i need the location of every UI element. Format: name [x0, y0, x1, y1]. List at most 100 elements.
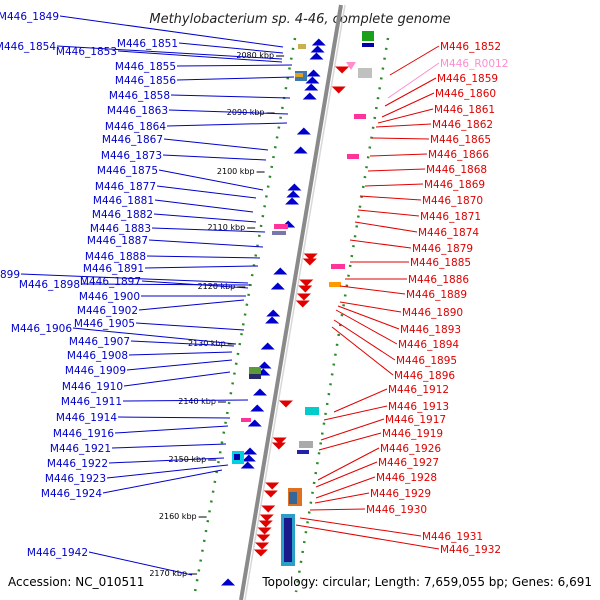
forward-gene-label[interactable]: M446_1853 [56, 46, 117, 58]
gene-feature-box [297, 450, 309, 454]
reverse-gene-label[interactable]: M446_1927 [378, 457, 439, 469]
reverse-gene-label[interactable]: M446_1895 [396, 355, 457, 367]
forward-gene-label[interactable]: M446_1891 [83, 263, 144, 275]
forward-gene-label[interactable]: M446_1863 [107, 105, 168, 117]
gene-feature-box [249, 367, 261, 375]
label-connectors [20, 15, 440, 576]
forward-gene-label[interactable]: M446_1882 [92, 209, 153, 221]
forward-gene-label[interactable]: M446_1867 [102, 134, 163, 146]
forward-gene-label[interactable]: M446_1922 [47, 458, 108, 470]
forward-gene-label[interactable]: M446_1851 [117, 38, 178, 50]
reverse-gene-label[interactable]: M446_1929 [370, 488, 431, 500]
forward-gene-label[interactable]: M446_1855 [115, 61, 176, 73]
reverse-gene-label[interactable]: M446_1852 [440, 41, 501, 53]
reverse-gene-label[interactable]: M446_1866 [428, 149, 489, 161]
reverse-gene-label[interactable]: M446_1865 [430, 134, 491, 146]
reverse-gene-label[interactable]: M446_1874 [418, 227, 479, 239]
reverse-gene-label[interactable]: M446_1894 [398, 339, 459, 351]
forward-gene-label[interactable]: M446_1923 [45, 473, 106, 485]
reverse-gene-label[interactable]: M446_1859 [437, 73, 498, 85]
reverse-gene-label[interactable]: M446_1869 [424, 179, 485, 191]
reverse-gene-label[interactable]: M446_1868 [426, 164, 487, 176]
forward-gene-label[interactable]: M446_1881 [93, 195, 154, 207]
gene-feature-box [305, 407, 319, 415]
forward-gene-label[interactable]: M446_1873 [101, 150, 162, 162]
forward-gene-label[interactable]: M446_1906 [11, 323, 72, 335]
reverse-gene-label[interactable]: M446_1896 [394, 370, 455, 382]
rna-gene-label[interactable]: M446_R0012 [440, 58, 508, 70]
forward-gene-label[interactable]: M446_1883 [90, 223, 151, 235]
forward-gene-label[interactable]: M446_1856 [115, 75, 176, 87]
reverse-gene-arrow [298, 285, 313, 293]
reverse-gene-label[interactable]: M446_1890 [402, 307, 463, 319]
forward-gene-label[interactable]: M446_1914 [56, 412, 117, 424]
reverse-label-connector [318, 432, 382, 451]
forward-strand-labels: M446_1849 M446_1851 M446_1854 M446_1853 M446… [0, 11, 178, 559]
forward-gene-label[interactable]: M446_1911 [61, 396, 122, 408]
forward-gene-label[interactable]: M446_1907 [69, 336, 130, 348]
reverse-gene-label[interactable]: M446_1871 [420, 211, 481, 223]
forward-gene-label[interactable]: M446_1898 [19, 279, 80, 291]
reverse-gene-label[interactable]: M446_1930 [366, 504, 427, 516]
forward-gene-label[interactable]: M446_1910 [62, 381, 123, 393]
gene-feature-box [289, 492, 297, 504]
forward-gene-label[interactable]: M446_1897 [80, 276, 141, 288]
gene-feature-box [362, 43, 374, 47]
forward-gene-label[interactable]: M446_1854 [0, 41, 56, 53]
rna-gene-arrow [346, 62, 356, 70]
forward-gene-label[interactable]: M446_1877 [95, 181, 156, 193]
forward-gene-label[interactable]: M446_1916 [53, 428, 114, 440]
forward-gene-label[interactable]: M446_1888 [85, 251, 146, 263]
reverse-gene-label[interactable]: M446_1893 [400, 324, 461, 336]
forward-gene-label[interactable]: M446_1924 [41, 488, 102, 500]
forward-gene-arrow [241, 454, 256, 462]
forward-gene-label[interactable]: M446_1864 [105, 121, 166, 133]
reverse-gene-label[interactable]: M446_1860 [435, 88, 496, 100]
reverse-gene-label[interactable]: M446_1879 [412, 243, 473, 255]
reverse-gene-arrow [257, 527, 272, 535]
forward-label-connector [56, 45, 283, 60]
reverse-gene-label[interactable]: M446_1870 [422, 195, 483, 207]
forward-gene-label[interactable]: M446_1909 [65, 365, 126, 377]
forward-label-connector [108, 457, 225, 464]
reverse-gene-label[interactable]: M446_1861 [434, 104, 495, 116]
gene-feature-box [358, 68, 372, 78]
forward-gene-label[interactable]: M446_1908 [67, 350, 128, 362]
reverse-gene-label[interactable]: M446_1917 [385, 414, 446, 426]
genome-summary-text: Topology: circular; Length: 7,659,055 bp… [261, 575, 592, 589]
reverse-gene-label[interactable]: M446_1919 [382, 428, 443, 440]
reverse-gene-label[interactable]: M446_1886 [408, 274, 469, 286]
forward-gene-label[interactable]: M446_1900 [79, 291, 140, 303]
reverse-gene-label[interactable]: M446_1926 [380, 443, 441, 455]
forward-label-connector [122, 399, 249, 402]
forward-label-connector [153, 213, 257, 223]
forward-gene-label[interactable]: M446_1887 [87, 235, 148, 247]
forward-gene-arrow [247, 419, 262, 427]
forward-gene-label[interactable]: M446_1849 [0, 11, 59, 23]
reverse-gene-label[interactable]: M446_1931 [422, 531, 483, 543]
forward-label-connector [123, 371, 231, 387]
reverse-gene-label[interactable]: M446_1885 [410, 257, 471, 269]
forward-gene-label[interactable]: M446_1858 [109, 90, 170, 102]
forward-label-connector [156, 185, 257, 199]
forward-label-connector [88, 551, 193, 576]
reverse-gene-arrow [335, 66, 350, 74]
forward-gene-label[interactable]: M446_1905 [74, 318, 135, 330]
genome-backbone-highlight [244, 4, 346, 600]
forward-gene-arrow [221, 578, 236, 586]
forward-gene-label[interactable]: M446_1942 [27, 547, 88, 559]
gene-feature-box [362, 31, 374, 41]
reverse-label-connector [315, 461, 378, 488]
reverse-gene-label[interactable]: M446_1889 [406, 289, 467, 301]
forward-gene-label[interactable]: M446_1875 [97, 165, 158, 177]
forward-gene-label[interactable]: M446_1902 [77, 305, 138, 317]
forward-gene-label[interactable]: M446_1921 [50, 443, 111, 455]
reverse-gene-label[interactable]: M446_1912 [388, 384, 449, 396]
reverse-gene-label[interactable]: M446_1932 [440, 544, 501, 556]
reverse-gene-label[interactable]: M446_1913 [388, 401, 449, 413]
reverse-gene-label[interactable]: M446_1862 [432, 119, 493, 131]
reverse-gene-label[interactable]: M446_1928 [376, 472, 437, 484]
forward-label-connector [168, 109, 289, 115]
